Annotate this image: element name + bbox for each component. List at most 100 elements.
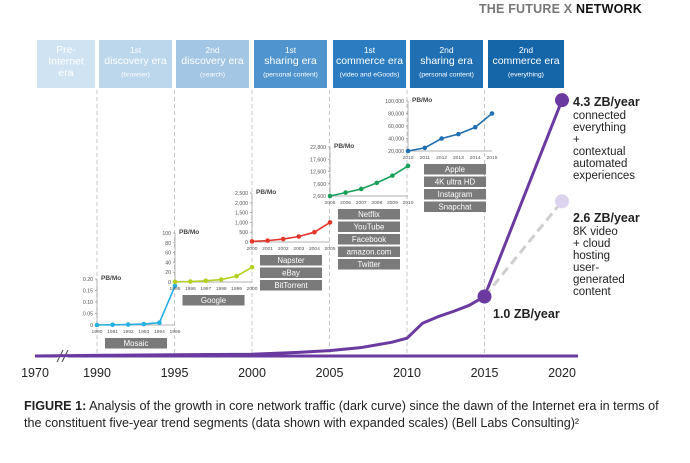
x-tick-label: 1990 <box>83 366 111 380</box>
point-2015 <box>477 289 492 304</box>
callout-line: + cloud <box>573 238 610 250</box>
app-label: Mosaic <box>124 339 149 348</box>
segment-point <box>327 193 333 199</box>
segment-y-tick-label: 2,600 <box>313 194 326 200</box>
segment-x-label: 2005 <box>325 200 336 206</box>
segment-line <box>329 165 409 197</box>
app-label: BitTorrent <box>274 281 308 290</box>
callout-line: experiences <box>573 170 635 182</box>
segment-x-label: 2010 <box>403 200 414 206</box>
segment-x-label: 2005 <box>325 246 336 252</box>
era-band <box>254 40 327 88</box>
segment-y-tick-label: 40,000 <box>388 137 404 143</box>
x-tick-label: 2010 <box>393 366 421 380</box>
segment-point <box>249 265 255 270</box>
era-sublabel: (browser) <box>121 72 150 79</box>
segment-unit-label: PB/Mo <box>101 275 121 282</box>
segment-point <box>172 279 178 285</box>
callout-line: 8K video <box>573 226 618 238</box>
era-label: commerce era <box>492 55 559 67</box>
segment-point <box>234 273 239 279</box>
app-label: Netflix <box>358 210 380 219</box>
callout-line: generated <box>573 274 625 286</box>
main-curve-group <box>34 93 569 358</box>
segment-y-tick-label: 80 <box>165 241 171 247</box>
segment-x-label: 2012 <box>436 155 447 161</box>
era-label: 2nd <box>205 45 219 55</box>
callout-value: 4.3 ZB/year <box>573 95 640 109</box>
callout-line: + <box>573 134 580 146</box>
segment-point <box>327 220 333 225</box>
segment-x-label: 2015 <box>487 155 498 161</box>
app-badge <box>424 201 486 212</box>
segment-x-label: 2008 <box>371 200 382 206</box>
app-badge <box>260 280 322 291</box>
main-curve <box>34 99 564 358</box>
segment-point <box>358 186 364 192</box>
segment-point <box>249 239 255 244</box>
segment-point <box>218 277 224 282</box>
segment-y-tick-label: 40 <box>165 260 171 266</box>
era-band <box>99 40 172 88</box>
segment-x-label: 1995 <box>170 286 181 292</box>
segment-1: 100 80 60 40 20 0 PB/Mo 1995 1996 1997 1998 1999 200… <box>162 229 258 306</box>
segment-y-tick-label: 12,600 <box>310 170 326 176</box>
segment-x-label: 2002 <box>278 246 289 252</box>
era-label: 2nd <box>519 45 533 55</box>
segment-point <box>172 283 178 289</box>
era-label: discovery era <box>104 55 167 67</box>
segment-x-label: 2007 <box>356 200 367 206</box>
segment-line <box>407 112 493 152</box>
segment-x-label: 1994 <box>154 329 165 335</box>
era-band <box>333 40 406 88</box>
caption-text: Analysis of the growth in core network t… <box>24 399 659 430</box>
segment-4: 100,000 80,000 60,000 40,000 20,000 PB/Mo 2010… <box>385 97 498 212</box>
segment-point <box>141 321 147 327</box>
era-sublabel: (personal content) <box>263 72 318 79</box>
segment-x-label: 2000 <box>247 286 258 292</box>
segment-x-label: 1993 <box>138 329 149 335</box>
app-badge <box>338 246 400 257</box>
app-label: Twitter <box>358 260 381 269</box>
app-label: eBay <box>282 269 300 278</box>
app-badge <box>338 259 400 270</box>
segment-x-label: 2004 <box>309 246 320 252</box>
callout-line: contextual <box>573 146 625 158</box>
app-badge <box>338 209 400 220</box>
app-label: Google <box>201 296 226 305</box>
era-sublabel: (video and eGoods) <box>340 72 400 79</box>
segment-point <box>188 279 193 284</box>
era-label: 1st <box>364 45 376 55</box>
callout-line: user- <box>573 262 599 274</box>
segment-unit-label: PB/Mo <box>179 229 199 236</box>
era-label: sharing era <box>420 55 473 67</box>
x-tick-label: 2005 <box>316 366 344 380</box>
segment-2: 2,500 2,000 1,500 1,000 500 0 PB/Mo 2000 2001 200… <box>235 189 336 291</box>
app-label: YouTube <box>354 223 385 232</box>
segment-y-tick-label: 22,800 <box>310 145 326 151</box>
brand-title: THE FUTURE X NETWORK <box>478 2 642 16</box>
segment-point <box>439 136 444 141</box>
segment-line <box>96 285 176 326</box>
segment-point <box>296 234 302 239</box>
x-tick-label: 1970 <box>21 366 49 380</box>
segment-x-label: 2003 <box>293 246 304 252</box>
segment-point <box>472 124 478 130</box>
era-label: discovery era <box>181 55 244 67</box>
segment-y-tick-label: 1,000 <box>235 220 248 226</box>
segment-point <box>422 145 428 151</box>
segment-y-tick-label: 2,000 <box>235 201 248 207</box>
callout-value: 2.6 ZB/year <box>573 211 640 225</box>
segment-point <box>312 229 317 235</box>
app-badge <box>260 267 322 278</box>
era-label: 1st <box>130 45 142 55</box>
caption-label: FIGURE 1: <box>24 399 87 413</box>
segment-unit-label: PB/Mo <box>412 97 432 104</box>
segment-y-tick-label: 0 <box>168 280 171 286</box>
app-badge <box>424 164 486 175</box>
